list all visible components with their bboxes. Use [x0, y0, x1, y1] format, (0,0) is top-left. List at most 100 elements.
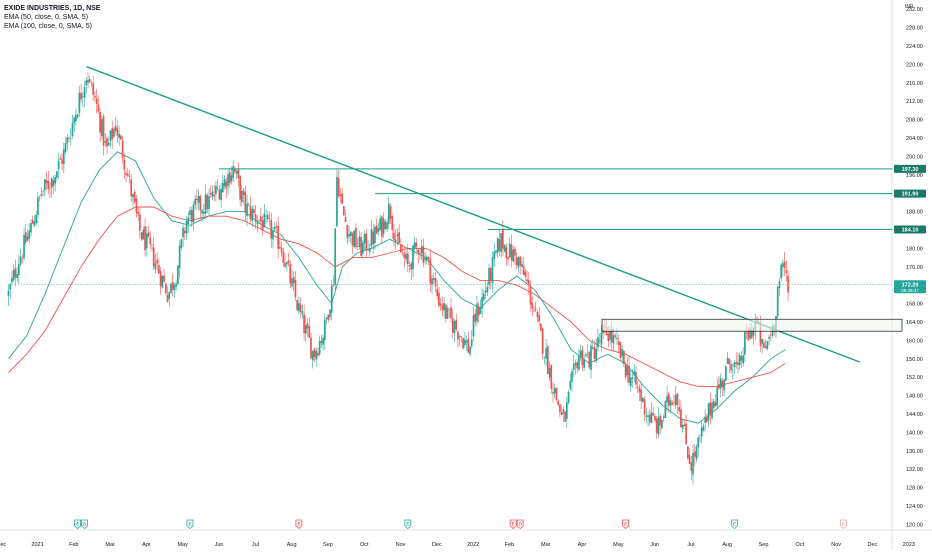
candle-body: [223, 178, 226, 187]
candle-body: [19, 256, 22, 265]
candle-body: [26, 236, 29, 241]
candle-body: [59, 158, 62, 160]
candle-body: [104, 141, 107, 143]
candle-body: [168, 292, 171, 299]
candle-body: [344, 217, 347, 223]
candle-body: [659, 415, 662, 426]
candle-body: [9, 284, 12, 290]
candle-body: [415, 242, 418, 247]
candle-body: [666, 395, 668, 403]
time-tick-label: Apr: [578, 542, 587, 548]
candle-body: [315, 350, 318, 360]
candle-body: [279, 246, 281, 249]
time-tick-label: Aug: [722, 542, 732, 548]
candle-body: [505, 247, 508, 258]
candle-body: [462, 338, 464, 349]
candle-body: [712, 400, 715, 409]
trendline[interactable]: [86, 66, 860, 363]
price-tick-label: 188.00: [906, 210, 923, 216]
symbol-title[interactable]: EXIDE INDUSTRIES, 1D, NSE: [4, 5, 101, 12]
price-tick-label: 160.00: [906, 338, 923, 344]
candle-body: [638, 387, 641, 393]
candle-body: [251, 208, 254, 221]
event-badge[interactable]: [81, 519, 88, 530]
drawings[interactable]: [8, 66, 903, 363]
event-badge[interactable]: [186, 519, 194, 530]
price-tag: [894, 280, 926, 294]
event-badge[interactable]: [74, 519, 81, 530]
candle-body: [304, 324, 307, 334]
time-tick-label: Oct: [796, 542, 805, 548]
candle-body: [381, 216, 383, 237]
candle-body: [201, 210, 203, 214]
candle-body: [488, 267, 490, 285]
candle-body: [766, 341, 769, 349]
event-marker[interactable]: E: [840, 519, 847, 530]
candle-body: [159, 271, 162, 287]
event-badge[interactable]: [731, 519, 738, 530]
candle-body: [342, 206, 345, 216]
candle-body: [100, 119, 103, 136]
candle-body: [410, 263, 413, 270]
event-badge[interactable]: [840, 519, 847, 530]
candle-body: [598, 340, 601, 342]
candle-body: [517, 257, 520, 268]
candle-body: [721, 381, 724, 387]
event-marker[interactable]: E: [622, 519, 629, 530]
candle-body: [489, 268, 492, 281]
event-badge[interactable]: [295, 519, 303, 530]
candle-body: [785, 269, 788, 273]
candle-body: [586, 354, 589, 355]
candle-body: [747, 330, 750, 341]
indicator-ema50-label[interactable]: EMA (50, close, 0, SMA, 5): [4, 14, 89, 21]
price-tick-label: 212.00: [906, 99, 923, 105]
event-marker[interactable]: D: [81, 519, 88, 530]
event-badge[interactable]: [509, 519, 517, 530]
candle-body: [228, 172, 231, 184]
event-badge[interactable]: [622, 519, 629, 530]
price-tick-label: 232.00: [906, 7, 923, 13]
candle-body: [567, 391, 570, 403]
event-marker[interactable]: D: [516, 519, 524, 530]
indicator-ema100-label[interactable]: EMA (100, close, 0, SMA, 5): [4, 23, 92, 30]
candle-body: [650, 412, 653, 424]
candle-body: [132, 194, 134, 197]
event-marker[interactable]: E: [295, 519, 303, 530]
candle-body: [749, 328, 751, 339]
event-marker[interactable]: E: [731, 519, 738, 530]
candle-body: [438, 292, 440, 306]
time-tick-label: Feb: [69, 542, 78, 548]
event-badge[interactable]: [516, 519, 524, 530]
candle-body: [643, 399, 646, 415]
candle-body: [158, 265, 160, 274]
candle-body: [534, 308, 537, 310]
price-tag-label: 184.10: [902, 228, 919, 234]
candle-body: [389, 206, 392, 219]
candle-body: [733, 362, 736, 368]
candle-body: [280, 247, 283, 253]
candle-body: [533, 310, 535, 312]
candle-body: [467, 338, 470, 353]
price-tick-label: 120.00: [906, 522, 923, 528]
event-marker[interactable]: E: [509, 519, 517, 530]
candle-body: [763, 342, 765, 348]
event-badge[interactable]: [404, 519, 412, 530]
candle-body: [405, 254, 407, 260]
support-zone-rectangle[interactable]: [601, 318, 903, 332]
event-marker[interactable]: E: [404, 519, 412, 530]
candle-body: [498, 239, 501, 251]
candle-body: [336, 177, 338, 227]
candle-body: [617, 341, 620, 345]
event-marker[interactable]: E: [74, 519, 81, 530]
event-marker[interactable]: E: [186, 519, 194, 530]
candle-body: [211, 191, 214, 198]
candle-body: [562, 409, 565, 414]
candle-body: [196, 198, 198, 201]
price-tick-label: 200.00: [906, 154, 923, 160]
candle-body: [636, 386, 639, 387]
candle-body: [282, 252, 285, 264]
